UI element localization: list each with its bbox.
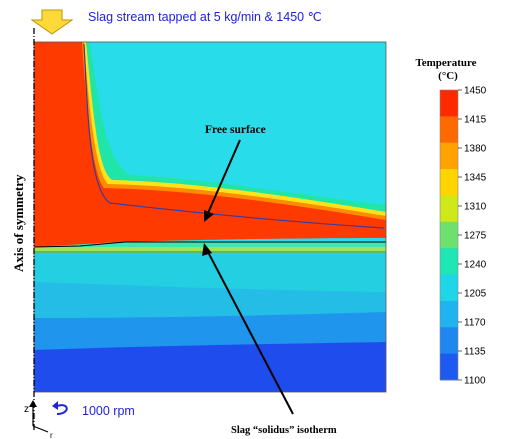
- coordinate-axes-icon: [29, 400, 49, 433]
- legend-swatch: [440, 116, 458, 144]
- r-axis-label: r: [50, 431, 53, 439]
- legend-swatch: [440, 248, 458, 276]
- legend-swatch: [440, 327, 458, 355]
- legend-tick-label: 1135: [464, 347, 486, 358]
- rotation-speed-label: 1000 rpm: [82, 404, 135, 418]
- legend-swatch: [440, 142, 458, 170]
- legend-tick-label: 1100: [464, 376, 486, 387]
- free-surface-label: Free surface: [205, 124, 266, 136]
- legend-unit: (°C): [438, 70, 458, 82]
- legend-tick-labels: 1450 1415 1380 1345 1310 1275 1240 1205 1170 1135…: [458, 86, 487, 387]
- axis-of-symmetry-label: Axis of symmetry: [11, 174, 26, 272]
- solidus-isotherm-label: Slag “solidus” isotherm: [231, 425, 337, 436]
- legend-tick-label: 1345: [464, 173, 487, 184]
- legend-swatch: [440, 195, 458, 223]
- legend-tick-label: 1415: [464, 115, 487, 126]
- legend-tick-label: 1450: [464, 86, 487, 97]
- legend-swatch: [440, 90, 458, 117]
- free-surface-pointer-arrow: [204, 139, 241, 222]
- inlet-arrow-icon: [30, 9, 74, 35]
- temperature-field: [33, 41, 387, 393]
- legend-tick-label: 1310: [464, 202, 487, 213]
- legend-swatch: [440, 274, 458, 302]
- legend-swatch: [440, 300, 458, 328]
- legend-tick-label: 1275: [464, 231, 487, 242]
- legend-swatch: [440, 353, 458, 381]
- solidus-pointer-arrow: [202, 243, 294, 415]
- legend-tick-label: 1380: [464, 144, 487, 155]
- legend-tick-label: 1205: [464, 289, 487, 300]
- z-axis-label: z: [24, 404, 29, 415]
- legend-swatch: [440, 221, 458, 249]
- legend-title: Temperature: [415, 57, 476, 69]
- inlet-caption: Slag stream tapped at 5 kg/min & 1450 ℃: [88, 10, 322, 24]
- temperature-legend: Temperature (°C) 1450 1415 1380 1345 1310 127…: [415, 57, 486, 387]
- legend-tick-label: 1240: [464, 260, 487, 271]
- rotation-arrow-icon: [52, 401, 68, 415]
- legend-swatch: [440, 169, 458, 196]
- legend-tick-label: 1170: [464, 318, 486, 329]
- legend-color-bar: [439, 89, 459, 381]
